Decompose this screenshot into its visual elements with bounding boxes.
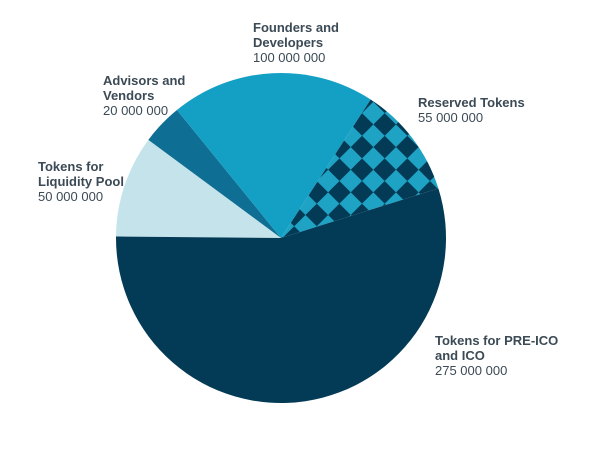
pie-slice-liquidity-pool bbox=[116, 139, 281, 238]
pie-slice-advisors bbox=[148, 109, 281, 238]
slice-label-pre-ico: Tokens for PRE-ICO and ICO 275 000 000 bbox=[435, 333, 558, 378]
pie-slice-reserved bbox=[281, 99, 439, 239]
slice-value-reserved: 55 000 000 bbox=[418, 110, 484, 125]
slice-value-pre-ico: 275 000 000 bbox=[435, 363, 508, 378]
slice-value-liquidity-pool: 50 000 000 bbox=[38, 189, 104, 204]
slice-name-reserved: Reserved Tokens bbox=[418, 95, 525, 110]
pie-slice-pre-ico bbox=[116, 188, 447, 404]
slice-value-founders: 100 000 000 bbox=[253, 50, 326, 65]
slice-label-founders: Founders and Developers 100 000 000 bbox=[253, 20, 339, 65]
slice-name-founders: Founders and Developers bbox=[253, 20, 339, 50]
slice-label-reserved: Reserved Tokens 55 000 000 bbox=[418, 95, 525, 125]
slice-name-pre-ico: Tokens for PRE-ICO and ICO bbox=[435, 333, 559, 363]
pie-slices bbox=[116, 72, 447, 404]
pie-slice-founders bbox=[176, 72, 371, 238]
slice-name-liquidity-pool: Tokens for Liquidity Pool bbox=[38, 159, 124, 189]
slice-label-advisors: Advisors and Vendors 20 000 000 bbox=[103, 73, 185, 118]
slice-value-advisors: 20 000 000 bbox=[103, 103, 169, 118]
slice-label-liquidity-pool: Tokens for Liquidity Pool 50 000 000 bbox=[38, 159, 124, 204]
slice-name-advisors: Advisors and Vendors bbox=[103, 73, 186, 103]
